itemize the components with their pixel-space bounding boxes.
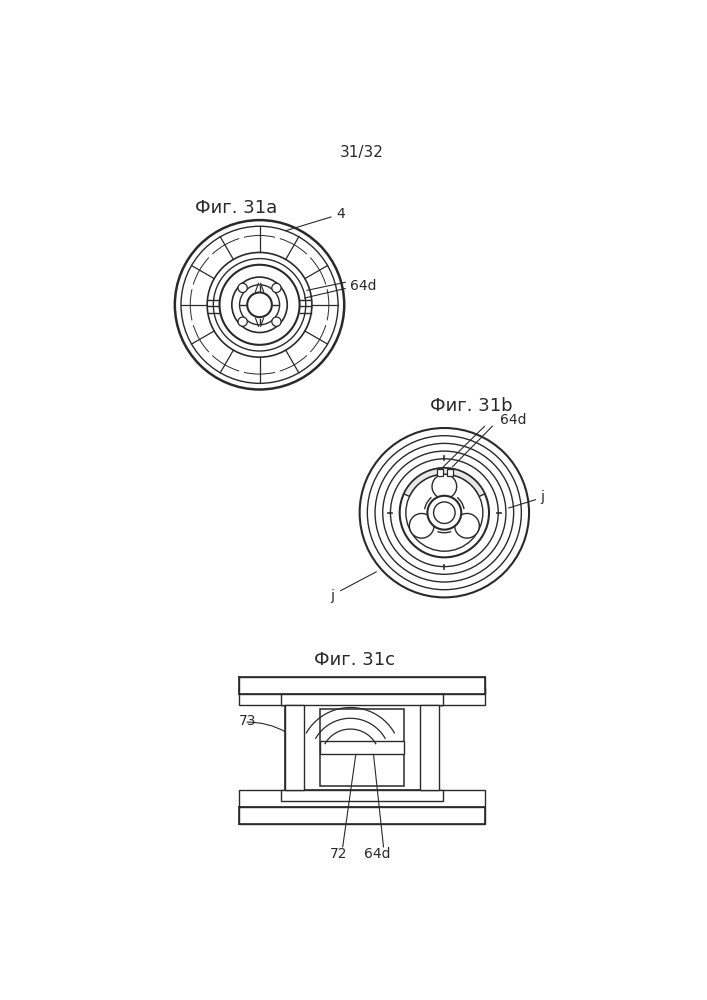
Bar [239,688,485,705]
Circle shape [232,277,287,333]
Text: j: j [330,589,334,603]
Text: Фиг. 31a: Фиг. 31a [195,199,278,217]
Text: 4: 4 [286,207,345,231]
Circle shape [238,283,247,293]
Circle shape [433,502,455,523]
Circle shape [432,474,457,499]
Circle shape [406,474,483,551]
Bar [320,741,404,754]
Text: 64d: 64d [364,847,390,861]
Bar [420,705,439,790]
Circle shape [240,285,279,325]
Circle shape [219,265,300,345]
Circle shape [214,259,305,351]
Bar [447,469,452,476]
Text: Фиг. 31b: Фиг. 31b [430,397,513,415]
Text: 64d: 64d [351,279,377,293]
Circle shape [368,436,521,590]
Bar [281,790,443,801]
Circle shape [428,496,461,530]
Bar [320,709,404,786]
Circle shape [360,428,529,597]
Circle shape [409,513,434,538]
Text: 73: 73 [239,714,256,728]
Text: 72: 72 [330,847,348,861]
Bar [285,705,304,790]
Polygon shape [404,468,485,496]
Bar [281,694,443,705]
Circle shape [207,252,312,357]
Circle shape [390,459,498,567]
Circle shape [375,443,514,582]
Circle shape [455,513,479,538]
Circle shape [271,317,281,326]
Circle shape [399,468,489,557]
Bar [285,705,439,790]
Circle shape [271,283,281,293]
Circle shape [247,292,272,317]
Bar [239,790,485,807]
Text: Фиг. 31c: Фиг. 31c [314,651,395,669]
Bar [239,807,485,824]
Circle shape [181,226,338,383]
Circle shape [175,220,344,389]
Bar [281,677,443,705]
Text: j: j [541,490,544,504]
Bar [239,677,485,694]
Circle shape [238,317,247,326]
Bar [281,675,443,694]
Text: 64d: 64d [500,413,526,427]
Bar [437,469,443,476]
Circle shape [382,451,506,574]
Text: 31/32: 31/32 [340,145,384,160]
